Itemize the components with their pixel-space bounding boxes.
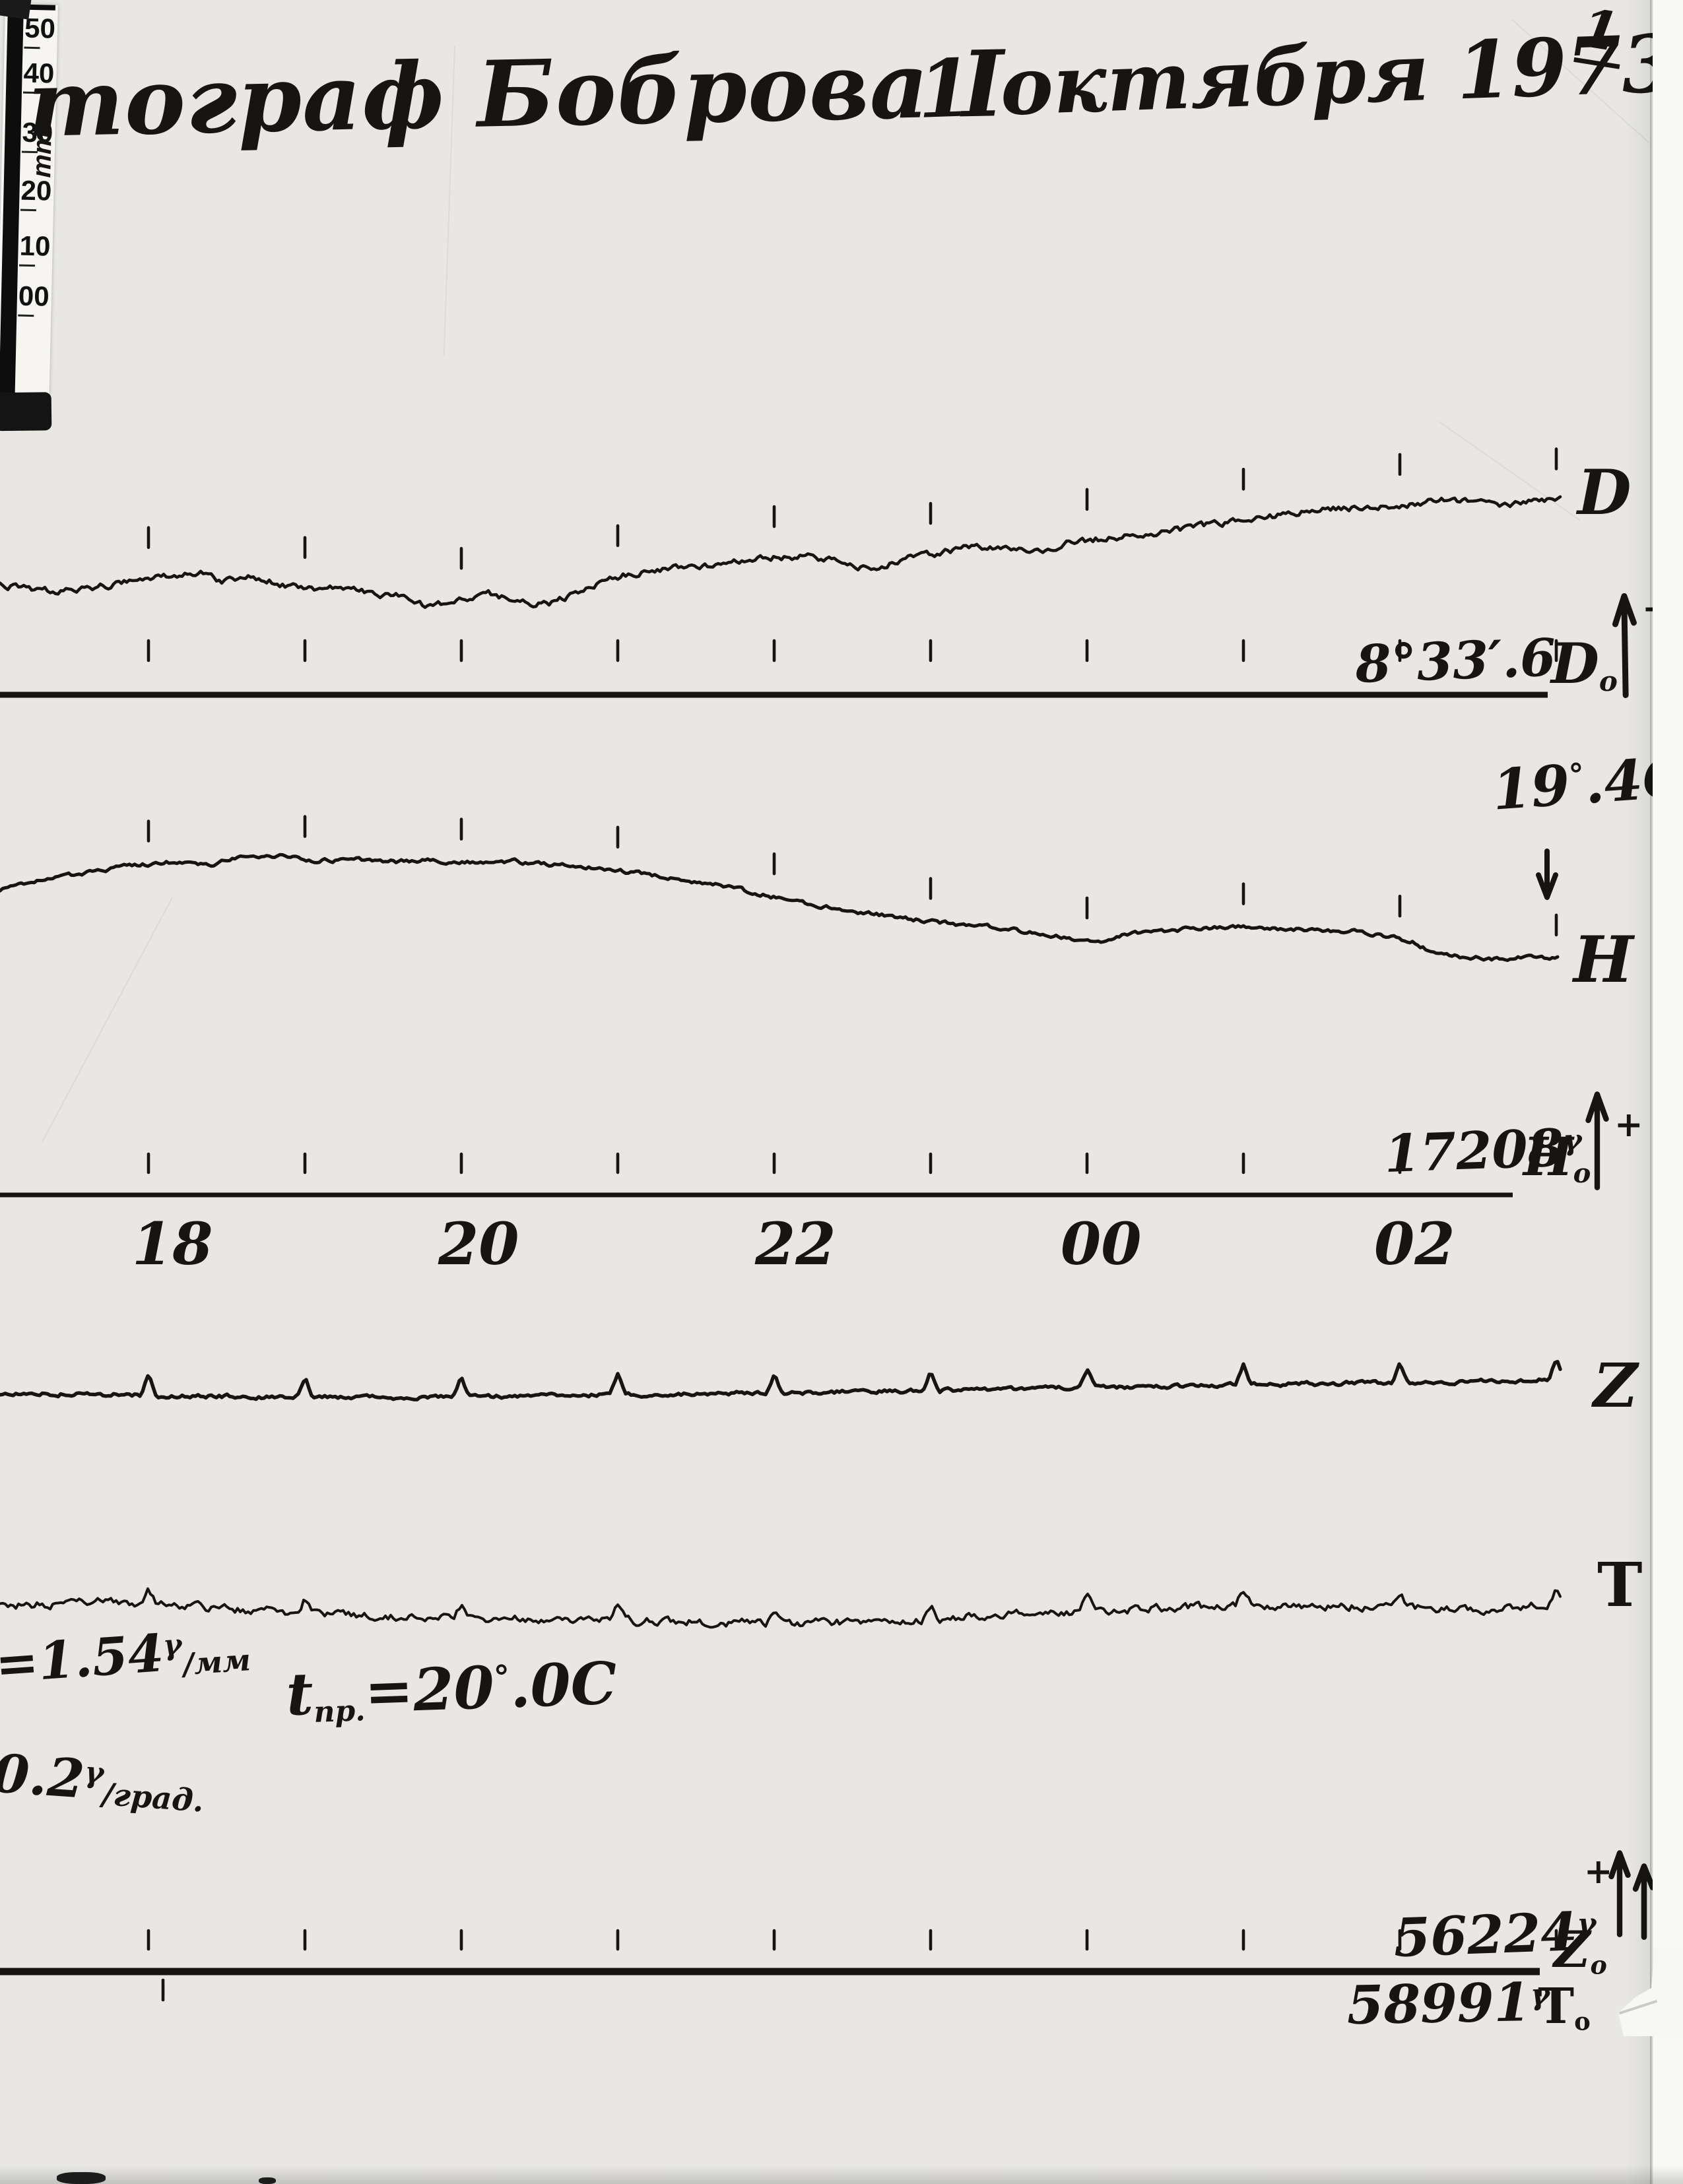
up-arrow-icon — [1608, 1850, 1631, 1937]
down-arrow-icon — [1536, 849, 1558, 900]
paper-edge-shade — [1625, 0, 1651, 2184]
ruler-label-50: 50 — [24, 12, 56, 44]
h0-letter: H — [1523, 1126, 1573, 1188]
ruler-tick — [18, 264, 36, 267]
hour-label-02: 02 — [1374, 1209, 1455, 1278]
t0-baseline-value: 58991γ — [1346, 1971, 1550, 2036]
per-mm: /мм — [182, 1642, 252, 1683]
h0-symbol: Ho — [1523, 1126, 1591, 1189]
ruler-label-10: 10 — [19, 230, 51, 262]
gamma-sup: γ — [83, 1755, 106, 1791]
plus-sign: + — [1584, 1851, 1613, 1892]
z0-number: 56224 — [1393, 1900, 1579, 1969]
d0-letter: D — [1551, 631, 1599, 696]
trace-D — [0, 495, 1562, 609]
temp-before: 19 — [1490, 752, 1572, 823]
ruler-label-00: 00 — [18, 280, 50, 312]
trace-label-Z: Z — [1593, 1350, 1638, 1421]
coeff-number: 0.2 — [0, 1742, 86, 1811]
scanner-margin — [1653, 0, 1683, 2184]
up-arrow-icon — [1612, 593, 1637, 698]
trace-H — [0, 852, 1560, 962]
ruler-label-20: 20 — [20, 174, 52, 207]
hour-label-22: 22 — [755, 1209, 836, 1278]
degree-sign: ° — [493, 1659, 511, 1696]
hour-label-18: 18 — [132, 1209, 213, 1278]
t-value-after: .0C — [508, 1648, 618, 1721]
z0-letter: Z — [1554, 1920, 1591, 1979]
hour-label-00: 00 — [1061, 1209, 1142, 1278]
ruler-tick — [20, 209, 36, 212]
h0-subscript: o — [1573, 1158, 1591, 1190]
paper-edge — [1650, 0, 1653, 2184]
reference-temperature: tпр.=20°.0C — [285, 1649, 618, 1731]
trace-label-T: T — [1597, 1549, 1643, 1621]
gamma-sup: γ — [162, 1628, 183, 1663]
d0-subscript: o — [1599, 664, 1618, 697]
ink-blob — [57, 2172, 106, 2184]
h0-positive-direction: + — [1579, 1087, 1651, 1193]
t0-letter: T — [1538, 1978, 1575, 2035]
d0-baseline-value: 8°33′.6 — [1354, 627, 1557, 695]
trace-T — [0, 1587, 1562, 1629]
t-subscript: пр. — [313, 1694, 366, 1729]
ink-blob — [259, 2177, 276, 2184]
z0-symbol: Zo — [1554, 1920, 1607, 1980]
page-title: тограф Боброва I — [26, 29, 1006, 158]
bottom-shadow — [0, 2166, 1683, 2184]
trace-label-H: H — [1573, 922, 1634, 997]
plus-sign: + — [1614, 1105, 1643, 1145]
t0-subscript: o — [1574, 2007, 1591, 2036]
up-arrow-icon — [1585, 1091, 1609, 1190]
hour-label-20: 20 — [438, 1209, 519, 1278]
per-degree: /град. — [101, 1775, 205, 1819]
up-arrow-icon — [1632, 1863, 1656, 1940]
d0-symbol: Do — [1551, 631, 1618, 697]
h-scale-number: =1.54 — [0, 1623, 166, 1695]
ruler-tape-end — [0, 392, 52, 432]
ruler-tick — [18, 314, 34, 317]
trace-Z — [0, 1360, 1562, 1401]
trace-label-D: D — [1577, 457, 1632, 529]
t-value: =20 — [363, 1653, 496, 1726]
time-axis-labels: 18 20 22 00 02 — [0, 1209, 1683, 1282]
temperature-direction — [1530, 849, 1564, 904]
t0-symbol: To — [1538, 1978, 1591, 2036]
t-letter: t — [285, 1659, 315, 1729]
t0-number: 58991 — [1346, 1971, 1531, 2036]
z0-subscript: o — [1590, 1950, 1607, 1980]
ruler-tick — [24, 46, 40, 49]
